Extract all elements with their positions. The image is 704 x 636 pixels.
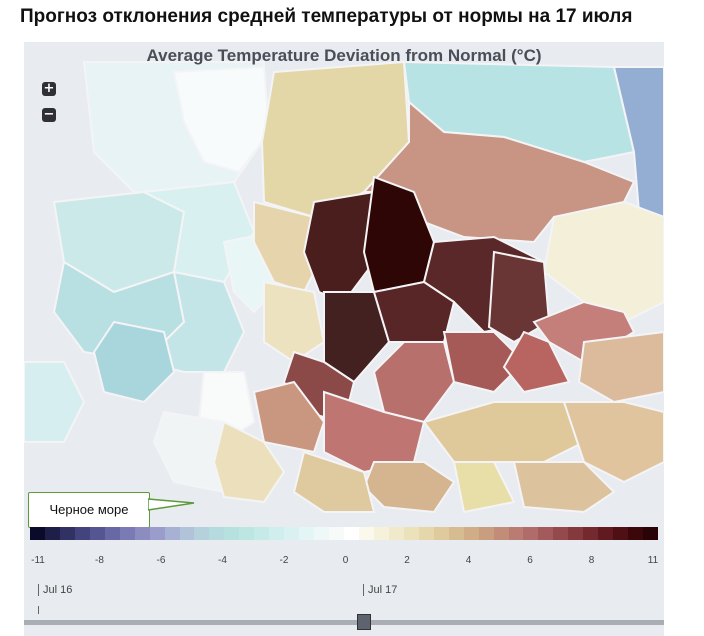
legend-swatch [209,527,225,540]
legend-swatch [344,527,359,540]
legend-swatch [478,527,494,540]
map-panel: Average Temperature Deviation from Norma… [24,42,664,636]
legend-swatch [314,527,330,540]
region-ring-7 [252,380,326,454]
legend-swatch [508,527,524,540]
legend-swatch [628,527,644,540]
legend-swatch [613,527,629,540]
legend-swatch [269,527,285,540]
legend-tick: 8 [588,555,595,566]
legend-swatch [538,527,554,540]
legend-swatch [224,527,240,540]
legend-swatch [74,527,90,540]
page-title: Прогноз отклонения средней температуры о… [20,6,633,27]
slider-current-label: Jul 17 [368,584,398,596]
legend-swatch [403,527,419,540]
legend-tick: 11 [647,555,659,566]
black-sea-callout: Черное море [28,492,150,528]
legend-swatch [149,527,165,540]
region-ring-2 [442,331,526,394]
zoom-out-button[interactable]: − [42,107,56,122]
color-scale-legend [30,527,659,540]
legend-tick: -2 [279,555,289,566]
legend-swatch [104,527,120,540]
legend-tick: -4 [218,555,227,566]
region-ring-4 [502,330,571,394]
legend-swatch [583,527,599,540]
legend-tick: -8 [95,555,104,566]
legend-tick: -6 [156,555,166,566]
region-core-4 [487,250,551,344]
legend-tick: -11 [31,555,45,566]
legend-swatch [164,527,180,540]
legend-swatch [463,527,479,540]
legend-tick: 2 [404,555,410,566]
legend-swatch [254,527,270,540]
legend-swatch [30,527,45,540]
legend-swatch [388,527,404,540]
legend-swatch [299,527,315,540]
legend-swatch [179,527,195,540]
legend-swatch [134,527,150,540]
region-south-4 [452,461,516,514]
legend-swatch [448,527,464,540]
region-core-5 [323,291,391,384]
region-ring-6 [577,330,664,404]
legend-tick: 4 [465,555,472,566]
region-south-6 [292,450,376,513]
choropleth-map[interactable] [24,42,664,522]
legend-swatch [329,527,345,540]
legend-swatch [59,527,75,540]
legend-swatch [44,527,60,540]
legend-swatch [493,527,509,540]
map-title: Average Temperature Deviation from Norma… [146,46,542,65]
legend-swatch [433,527,449,540]
legend-swatch [373,527,389,540]
region-south-5 [512,461,616,514]
region-west-2 [172,65,271,174]
legend-swatch [553,527,569,540]
slider-tick [38,606,39,614]
legend-tick: 6 [527,555,533,566]
legend-swatch [418,527,434,540]
slider-current-mark [363,584,364,596]
region-west-7 [92,320,176,404]
region-east-pale [542,200,664,324]
legend-swatch [568,527,584,540]
legend-swatch [598,527,614,540]
zoom-in-button[interactable]: + [42,81,56,96]
legend-swatch [358,527,374,540]
region-west-10 [24,361,86,443]
legend-swatch [89,527,105,540]
legend-swatch [523,527,539,540]
timeline-track[interactable] [24,620,664,625]
region-south-7 [212,420,286,504]
timeline-handle[interactable] [357,614,371,630]
slider-start-mark [38,584,39,596]
legend-tick: 0 [342,555,349,566]
region-west-tan-2 [263,280,326,364]
legend-swatch [194,527,210,540]
legend-swatch [239,527,255,540]
callout-pointer [148,498,195,511]
legend-swatch [119,527,135,540]
legend-swatch [643,527,659,540]
slider-start-label: Jul 16 [43,584,73,596]
legend-swatch [284,527,300,540]
